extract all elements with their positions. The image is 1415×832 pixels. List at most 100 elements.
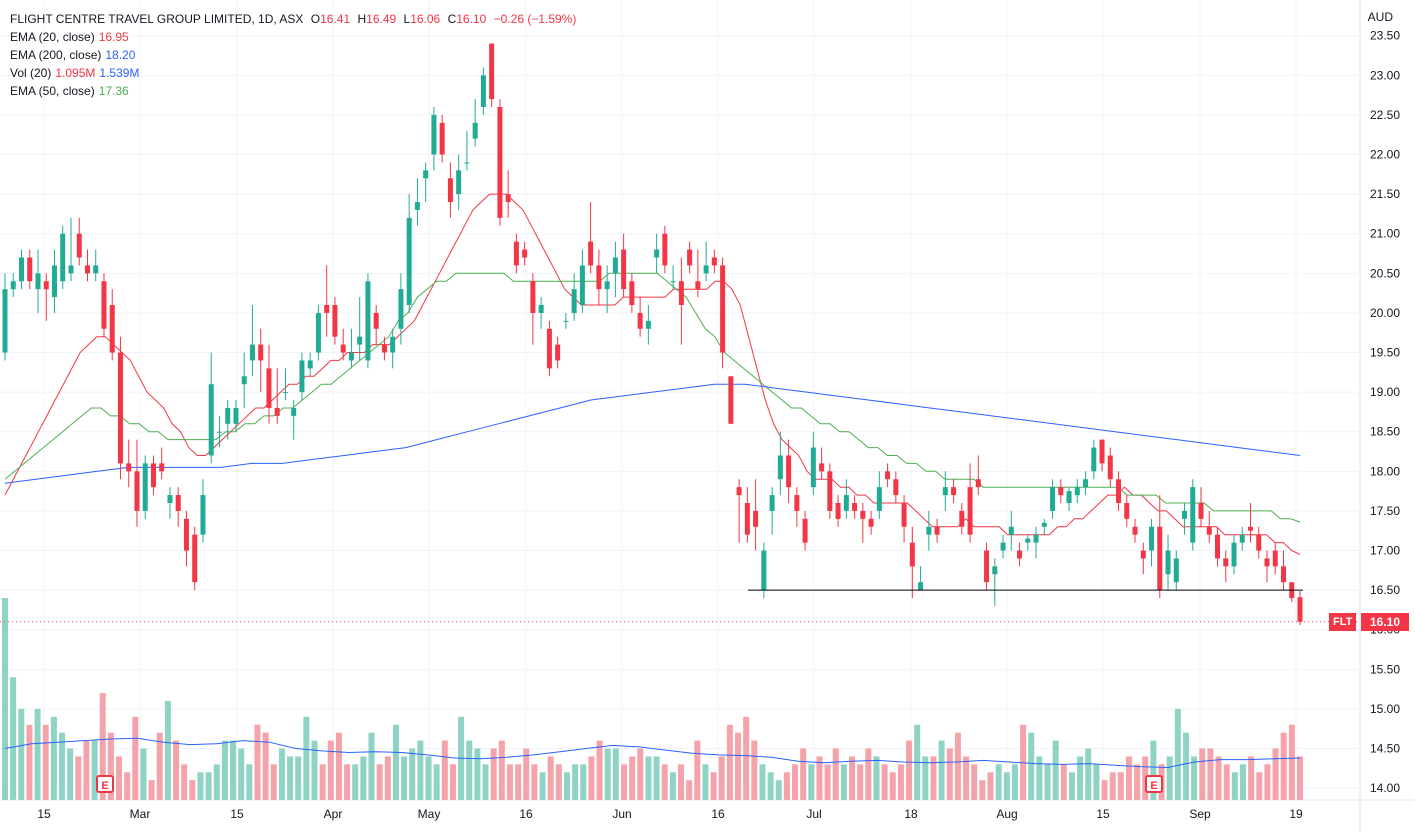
volume-bar [1223,764,1230,800]
legend-symbol-row: FLIGHT CENTRE TRAVEL GROUP LIMITED, 1D, … [10,10,576,28]
volume-bar [897,764,904,800]
volume-bar [1125,756,1132,800]
volume-bar [213,764,220,800]
volume-bar [42,724,49,800]
candle-body [1206,526,1212,535]
volume-bar [661,764,668,800]
candle-body [1058,487,1064,496]
x-tick-label: May [418,807,441,821]
legend-title: FLIGHT CENTRE TRAVEL GROUP LIMITED, 1D, … [10,12,304,26]
candle-body [786,455,792,488]
y-tick-label: 22.00 [1370,148,1400,162]
volume-bar [653,756,660,800]
candle-body [1041,522,1047,527]
candle-body [365,281,371,361]
candle-body [93,265,99,274]
volume-bar [637,748,644,800]
candle-body [373,312,379,329]
legend-high-value: 16.49 [366,12,397,26]
y-tick-label: 18.00 [1370,464,1400,478]
volume-bar [938,740,945,800]
candle-body [538,305,544,313]
candle-body [769,495,775,511]
volume-bar [1239,764,1246,800]
legend-volume-row[interactable]: Vol (20) 1.095M 1.539M [10,64,576,82]
candle-body [637,312,643,329]
volume-bar [164,701,171,800]
candle-body [1124,503,1130,519]
legend-ema20-row[interactable]: EMA (20, close) 16.95 [10,28,576,46]
candle-body [753,510,759,527]
candle-body [654,249,660,258]
volume-bar [1248,756,1255,800]
volume-bar [140,748,147,800]
volume-bar [1272,748,1279,800]
volume-bar [34,708,41,800]
volume-bar [1011,764,1018,800]
candle-body [843,495,849,511]
volume-bar [767,772,774,800]
candle-body [1050,487,1056,511]
candle-body [975,479,981,488]
legend-ema50-row[interactable]: EMA (50, close) 17.36 [10,82,576,100]
candle-body [596,265,602,290]
volume-bar [881,764,888,800]
candle-body [505,194,511,203]
volume-bar [327,740,334,800]
candle-body [332,305,338,337]
legend-ema50-value: 17.36 [98,84,129,98]
volume-bar [401,756,408,800]
earnings-marker-1[interactable]: E [96,775,114,793]
earnings-marker-2[interactable]: E [1145,775,1163,793]
candle-body [530,281,536,313]
candle-body [51,265,57,298]
volume-bar [710,772,717,800]
candle-body [1132,526,1138,535]
candle-body [588,241,594,266]
volume-bar [449,764,456,800]
candle-body [860,510,866,519]
candle-body [1116,479,1122,503]
volume-bar [262,732,269,800]
ema50-line [4,272,1301,523]
candle-body [1190,487,1196,543]
volume-bar [563,772,570,800]
candle-body [1017,550,1023,559]
volume-bar [1166,756,1173,800]
volume-bar [474,748,481,800]
currency-label: AUD [1367,10,1393,24]
candle-body [1074,487,1080,496]
candle-body [109,305,115,353]
candle-body [1297,597,1303,622]
volume-bar [930,756,937,800]
candle-body [761,550,767,591]
volume-bar [83,740,90,800]
volume-bar [26,724,33,800]
volume-bar [344,764,351,800]
volume-bar [506,764,513,800]
candle-body [480,75,486,107]
volume-bar [205,772,212,800]
volume-bar [67,748,74,800]
volume-bar [425,756,432,800]
volume-bar [107,732,114,800]
volume-bar [808,764,815,800]
volume-bar [238,748,245,800]
candle-body [909,542,915,567]
candle-body [497,107,503,218]
candle-body [249,344,255,361]
volume-bar [979,780,986,800]
volume-bar [1191,756,1198,800]
volume-bar [971,764,978,800]
volume-bar [759,764,766,800]
volume-bar [726,724,733,800]
volume-bar [865,748,872,800]
candle-body [835,503,841,519]
candle-body [513,241,519,266]
candle-body [951,487,957,496]
x-tick-label: Mar [130,807,151,821]
y-tick-label: 19.00 [1370,385,1400,399]
legend-ema200-row[interactable]: EMA (200, close) 18.20 [10,46,576,64]
candle-body [1256,534,1262,551]
